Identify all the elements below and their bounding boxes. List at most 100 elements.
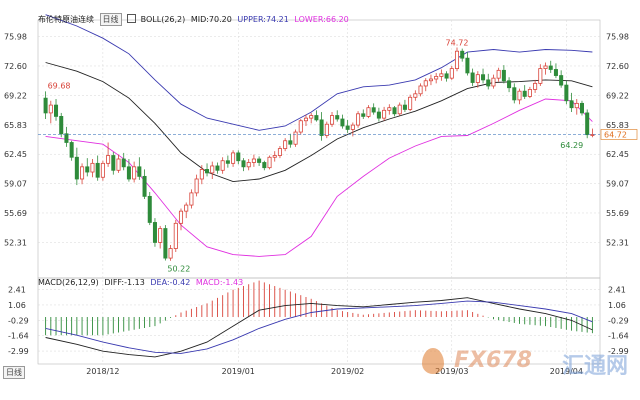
candle-up: [220, 160, 225, 171]
candle-up: [408, 96, 413, 110]
candle-up: [330, 115, 335, 125]
candle-up: [106, 155, 111, 164]
candle-down: [553, 69, 558, 76]
candle-down: [111, 155, 116, 171]
period-tab[interactable]: 日线: [3, 366, 25, 379]
candlesticks: [43, 47, 595, 261]
candle-down: [371, 107, 376, 113]
candle-up: [434, 76, 439, 80]
price-tick-right: 65.83: [606, 121, 629, 130]
candle-down: [569, 100, 574, 109]
price-tick-right: 69.22: [606, 91, 629, 100]
macd-dea-value: DEA:-0.42: [150, 278, 191, 287]
price-tick-left: 65.83: [4, 121, 27, 130]
macd-hist-value: MACD:-1.43: [195, 278, 244, 287]
candle-down: [460, 50, 465, 59]
macd-tick-left: 2.41: [8, 286, 26, 295]
macd-tick-left: -2.99: [8, 347, 29, 356]
macd-label[interactable]: MACD(26,12,9): [38, 278, 99, 287]
candle-down: [74, 156, 79, 180]
price-tick-left: 69.22: [4, 91, 27, 100]
boll-label[interactable]: BOLL(26,2): [140, 15, 186, 24]
bollinger-bands: [45, 14, 593, 257]
watermark-fx: FX678: [454, 348, 532, 373]
candle-up: [283, 140, 288, 149]
macd-tick-right: -2.99: [608, 347, 629, 356]
candle-down: [137, 166, 142, 177]
candle-up: [267, 156, 272, 169]
candle-up: [116, 158, 121, 171]
candle-up: [533, 82, 538, 90]
macd-tick-left: -1.64: [8, 332, 29, 341]
candle-down: [121, 158, 126, 168]
price-tick-left: 72.60: [4, 62, 27, 71]
macd-tick-right: -1.64: [608, 332, 629, 341]
annotation-last-low: 64.29: [560, 141, 583, 150]
watermark-logo: FX678 汇通网: [418, 348, 638, 379]
candle-down: [163, 228, 168, 259]
candle-up: [439, 73, 444, 77]
candle-up: [272, 155, 277, 158]
boll-lower-value: LOWER:66.20: [294, 15, 349, 24]
candle-down: [142, 175, 147, 197]
candle-up: [423, 80, 428, 87]
candle-down: [465, 57, 470, 74]
candle-up: [382, 109, 387, 119]
boll-lower-line: [45, 98, 593, 257]
price-tick-left: 59.07: [4, 180, 27, 189]
macd-tick-right: 2.41: [608, 286, 626, 295]
candle-down: [241, 160, 246, 168]
candle-up: [543, 65, 548, 69]
boll-upper-value: UPPER:74.21: [237, 15, 289, 24]
candle-down: [314, 115, 319, 121]
candle-up: [527, 89, 532, 97]
candle-up: [413, 93, 418, 98]
candle-up: [428, 78, 433, 82]
price-frame: [37, 19, 601, 279]
candle-up: [194, 178, 199, 194]
price-tick-right: 55.69: [606, 209, 629, 218]
macd-diff-value: DIFF:-1.13: [104, 278, 145, 287]
candle-down: [95, 162, 100, 178]
period-button[interactable]: 日线: [99, 13, 122, 26]
candle-up: [189, 192, 194, 206]
macd-dea-line: [45, 300, 593, 354]
instrument-title: 布伦特原油连续: [38, 15, 94, 24]
flame-icon: [422, 348, 444, 374]
candle-down: [64, 133, 69, 143]
candle-down: [512, 87, 517, 101]
macd-diff-line: [45, 297, 593, 358]
annotations: 64.72 69.68 50.22 74.72 64.29: [38, 39, 638, 274]
candle-down: [215, 165, 220, 171]
candle-up: [449, 68, 454, 79]
candle-down: [225, 160, 230, 164]
candle-up: [538, 68, 543, 84]
macd-tick-right: -0.29: [608, 316, 629, 325]
indicator-icon[interactable]: [127, 14, 137, 23]
candle-up: [199, 169, 204, 180]
candle-down: [345, 125, 350, 130]
boll-upper-line: [45, 14, 593, 131]
candle-up: [184, 204, 189, 212]
candle-down: [585, 112, 590, 136]
candle-down: [376, 111, 381, 119]
candle-up: [324, 123, 329, 136]
watermark-cn: 汇通网: [562, 354, 629, 379]
annotation-high: 74.72: [446, 39, 469, 48]
candle-up: [309, 115, 314, 119]
candle-up: [366, 107, 371, 117]
price-tick-left: 55.69: [4, 209, 27, 218]
boll-mid-line: [45, 62, 593, 183]
candle-up: [246, 162, 251, 168]
candle-up: [178, 210, 184, 224]
candle-down: [69, 142, 74, 158]
candle-up: [277, 148, 282, 156]
price-header: 布伦特原油连续 日线 BOLL(26,2) MID:70.20 UPPER:74…: [38, 13, 349, 26]
price-tick-right: 62.45: [606, 150, 629, 159]
candle-down: [257, 158, 262, 163]
candle-up: [496, 69, 501, 79]
price-tick-right: 72.60: [606, 62, 629, 71]
macd-tick-left: -0.29: [8, 316, 29, 325]
month-label: 2018/12: [86, 367, 119, 376]
